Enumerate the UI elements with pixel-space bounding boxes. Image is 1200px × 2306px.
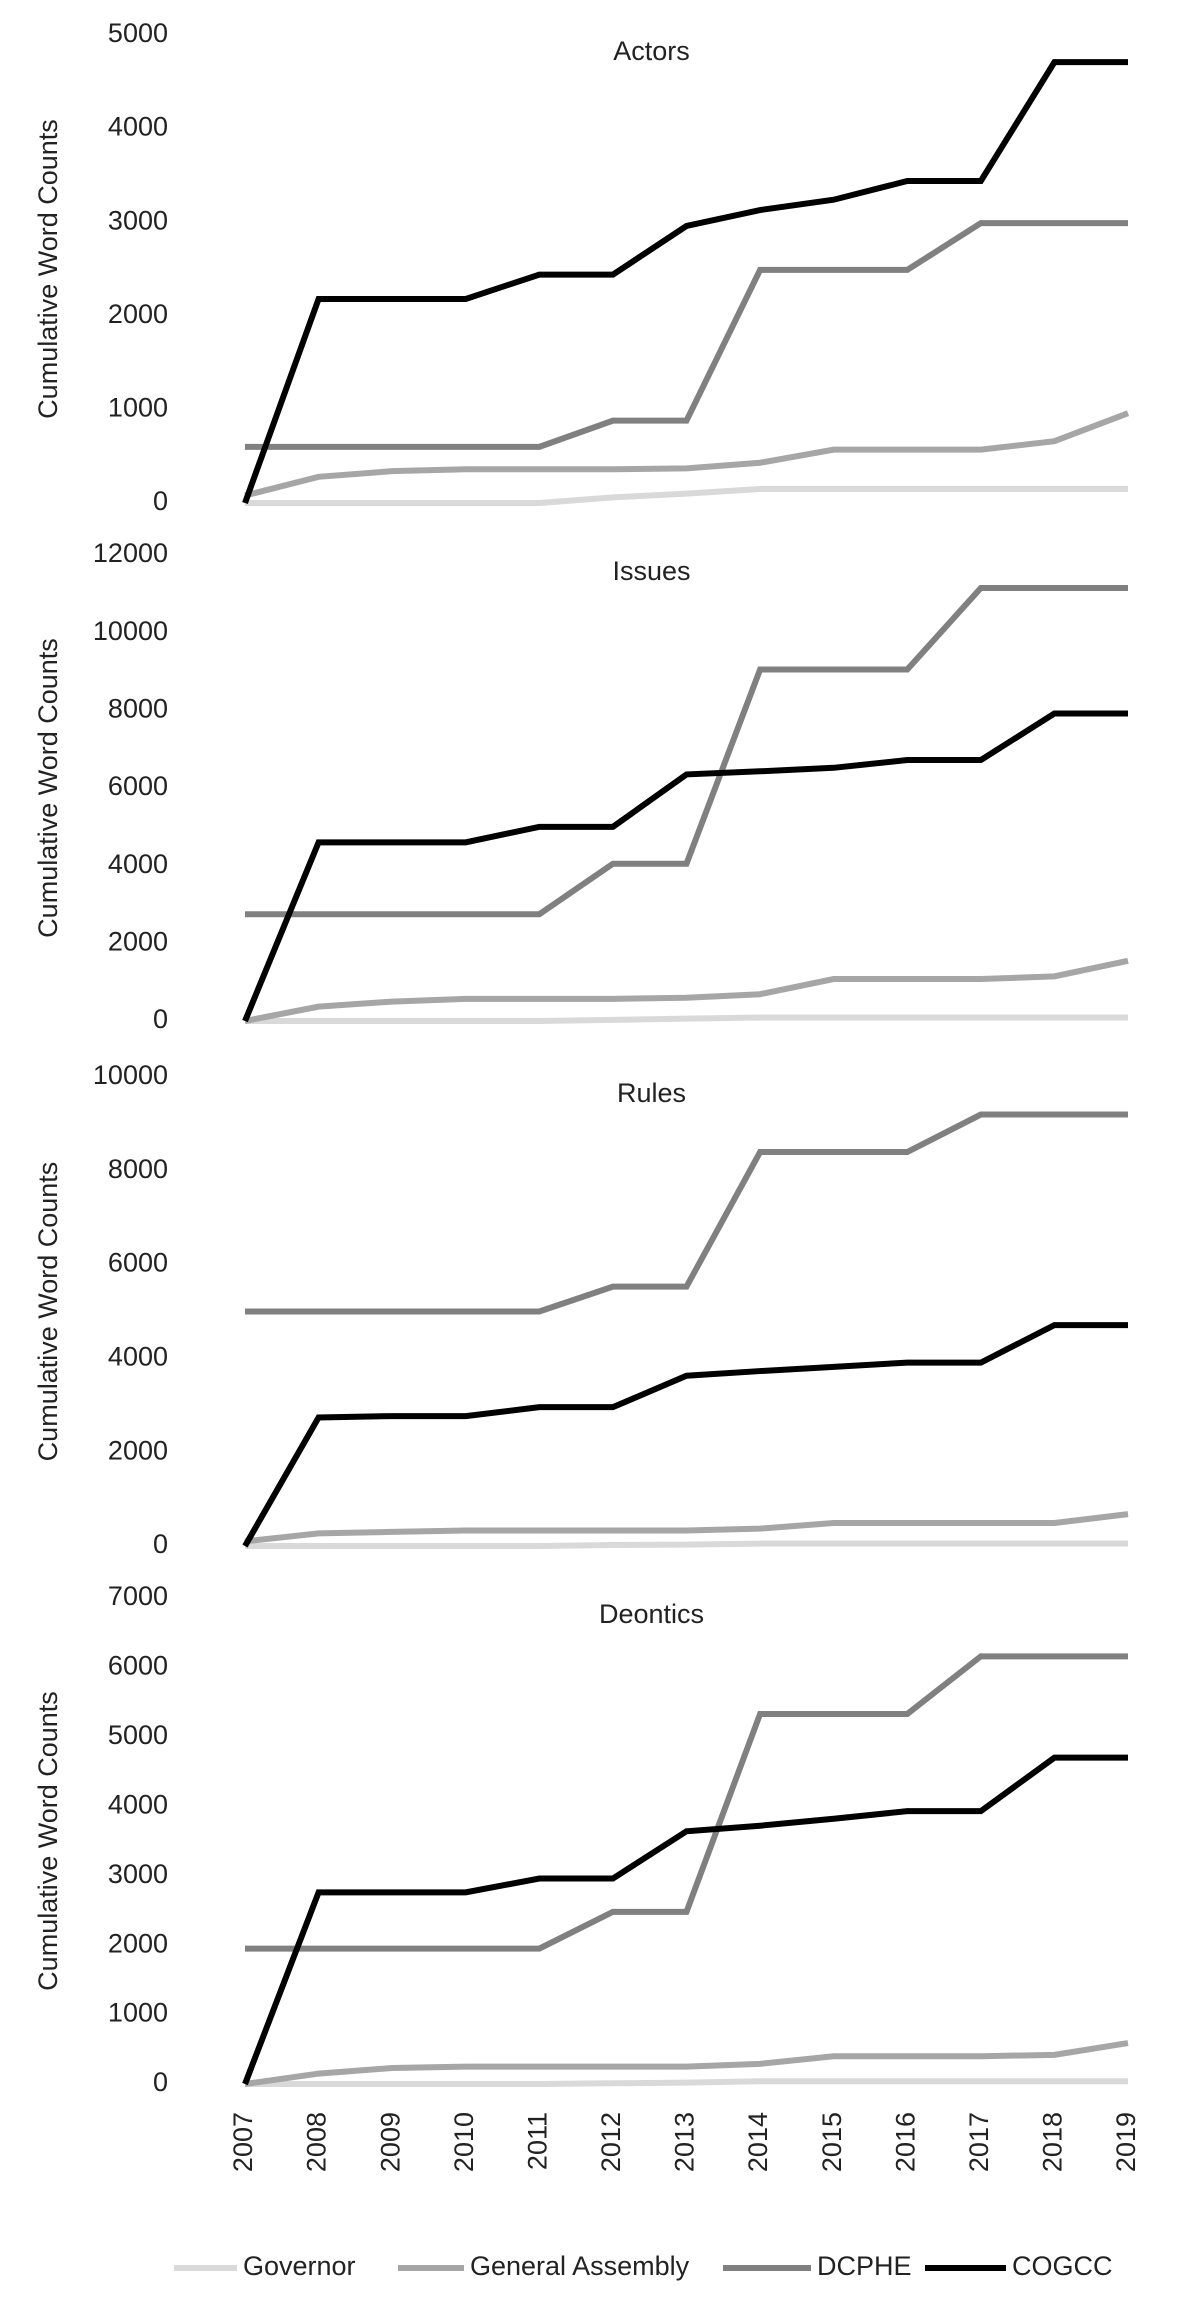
series-line — [245, 2078, 1128, 2087]
chart-title: Actors — [613, 36, 690, 66]
y-tick-label: 1000 — [108, 1998, 168, 2028]
series-line — [242, 1754, 1128, 2086]
series-line — [245, 1540, 1128, 1549]
y-tick-label: 4000 — [108, 112, 168, 142]
chart-title: Issues — [612, 556, 690, 586]
series-line — [245, 1653, 1128, 1952]
y-tick-label: 8000 — [108, 1154, 168, 1184]
x-tick-label: 2012 — [596, 2112, 626, 2172]
y-tick-label: 0 — [153, 486, 168, 516]
series-line — [244, 2040, 1129, 2087]
x-tick-label: 2013 — [670, 2112, 700, 2172]
chart-title: Rules — [617, 1078, 686, 1108]
x-tick-label: 2015 — [817, 2112, 847, 2172]
y-tick-label: 0 — [153, 1004, 168, 1034]
y-axis-label: Cumulative Word Counts — [33, 1162, 63, 1462]
legend-label: General Assembly — [470, 2251, 690, 2281]
y-tick-label: 3000 — [108, 205, 168, 235]
y-tick-label: 7000 — [108, 1581, 168, 1611]
legend-label: DCPHE — [817, 2251, 912, 2281]
y-tick-label: 10000 — [93, 1060, 168, 1090]
x-tick-label: 2017 — [964, 2112, 994, 2172]
y-tick-label: 6000 — [108, 1248, 168, 1278]
chart-title: Deontics — [599, 1599, 704, 1629]
y-tick-label: 3000 — [108, 1859, 168, 1889]
legend-label: Governor — [243, 2251, 356, 2281]
y-tick-label: 12000 — [93, 538, 168, 568]
x-tick-label: 2009 — [375, 2112, 405, 2172]
y-tick-label: 4000 — [108, 1342, 168, 1372]
x-tick-label: 2007 — [228, 2112, 258, 2172]
y-tick-label: 10000 — [93, 616, 168, 646]
series-line — [245, 585, 1128, 918]
y-tick-label: 4000 — [108, 1789, 168, 1819]
series-line — [242, 59, 1128, 505]
series-line — [245, 1014, 1128, 1024]
y-tick-label: 1000 — [108, 393, 168, 423]
series-line — [242, 710, 1128, 1023]
x-tick-label: 2014 — [743, 2112, 773, 2172]
series-line — [242, 1322, 1128, 1548]
y-tick-label: 0 — [153, 1529, 168, 1559]
y-tick-label: 2000 — [108, 1928, 168, 1958]
x-tick-label: 2019 — [1111, 2112, 1141, 2172]
y-tick-label: 6000 — [108, 771, 168, 801]
series-line — [244, 1511, 1129, 1545]
x-tick-label: 2018 — [1038, 2112, 1068, 2172]
y-tick-label: 2000 — [108, 1435, 168, 1465]
y-tick-label: 5000 — [108, 1720, 168, 1750]
y-tick-label: 2000 — [108, 299, 168, 329]
series-line — [245, 220, 1128, 450]
legend-label: COGCC — [1012, 2251, 1113, 2281]
y-axis-label: Cumulative Word Counts — [33, 119, 63, 419]
series-line — [245, 1111, 1128, 1315]
x-tick-label: 2008 — [302, 2112, 332, 2172]
y-tick-label: 5000 — [108, 18, 168, 48]
x-tick-label: 2016 — [890, 2112, 920, 2172]
y-tick-label: 0 — [153, 2067, 168, 2097]
y-tick-label: 8000 — [108, 693, 168, 723]
series-line — [244, 957, 1129, 1024]
y-axis-label: Cumulative Word Counts — [33, 638, 63, 938]
series-line — [244, 410, 1130, 499]
y-tick-label: 2000 — [108, 926, 168, 956]
series-line — [245, 485, 1128, 506]
x-tick-label: 2011 — [522, 2112, 552, 2170]
y-tick-label: 6000 — [108, 1651, 168, 1681]
y-tick-label: 4000 — [108, 849, 168, 879]
y-axis-label: Cumulative Word Counts — [33, 1691, 63, 1991]
x-tick-label: 2010 — [449, 2112, 479, 2172]
